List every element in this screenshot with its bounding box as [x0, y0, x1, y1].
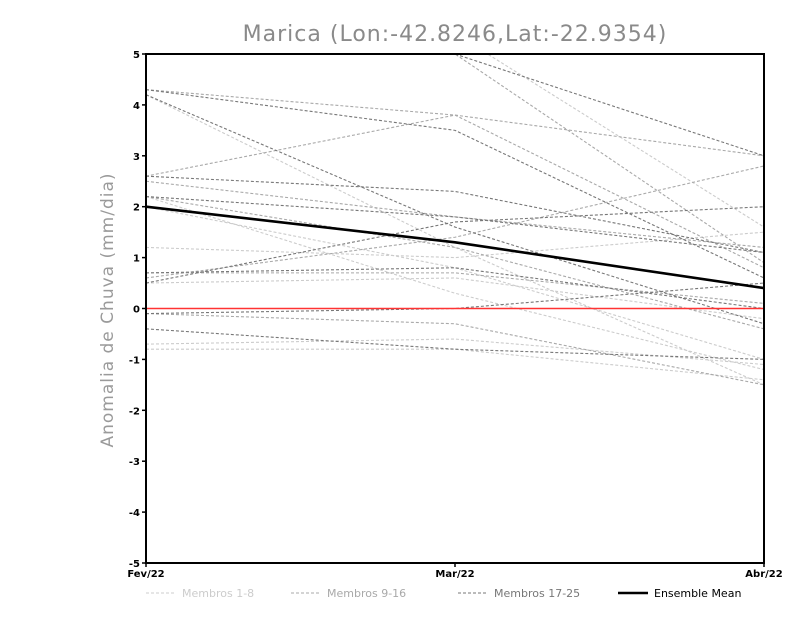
legend-label: Ensemble Mean	[654, 587, 741, 600]
ensemble-mean-line	[146, 205, 764, 290]
member-line-m22	[146, 267, 764, 310]
x-tick-label: Abr/22	[745, 569, 782, 580]
y-tick-label: -1	[129, 355, 140, 366]
member-line-m10	[146, 89, 764, 269]
member-line-m14	[438, 54, 764, 264]
x-tick-label: Mar/22	[435, 569, 474, 580]
y-tick-label: 3	[133, 152, 140, 163]
legend-item: Membros 17-25	[458, 587, 580, 600]
member-line-m8	[146, 338, 764, 366]
legend-item: Ensemble Mean	[618, 587, 741, 600]
y-tick-label: 2	[133, 203, 140, 214]
member-line-m21	[146, 328, 764, 360]
member-line-m1	[146, 94, 764, 386]
member-line-m16	[146, 195, 764, 330]
y-tick-label: -4	[129, 508, 140, 519]
y-tick-label: -2	[129, 406, 140, 417]
plot-area	[146, 54, 764, 386]
y-tick-label: -3	[129, 457, 140, 468]
x-tick-label: Fev/22	[127, 569, 164, 580]
y-tick-label: 0	[133, 305, 140, 316]
y-tick-label: 4	[133, 101, 140, 112]
legend: Membros 1-8 Membros 9-16 Membros 17-25 Ense…	[146, 587, 741, 600]
member-line-m9	[146, 114, 764, 177]
legend-label: Membros 9-16	[327, 587, 406, 600]
y-tick-label: 5	[133, 50, 140, 61]
legend-label: Membros 1-8	[182, 587, 254, 600]
legend-item: Membros 1-8	[146, 587, 254, 600]
member-line-m3	[146, 231, 764, 259]
member-line-m24	[446, 54, 764, 157]
member-line-m17	[146, 89, 764, 279]
chart-title: Marica (Lon:-42.8246,Lat:-22.9354)	[243, 22, 668, 47]
member-line-m12	[146, 165, 764, 279]
member-line-m4	[146, 348, 764, 381]
member-line-m19	[146, 94, 764, 325]
y-axis-label: Anomalia de Chuva (mm/dia)	[98, 172, 118, 447]
member-line-m11	[146, 180, 764, 248]
legend-label: Membros 17-25	[494, 587, 580, 600]
member-line-m25	[146, 195, 764, 254]
member-line-m2	[146, 195, 764, 371]
member-line-m7	[146, 206, 764, 360]
y-tick-label: 1	[133, 254, 140, 265]
member-line-m20	[146, 206, 764, 284]
y-tick-label: -5	[129, 559, 140, 570]
member-line-m6	[146, 277, 764, 320]
member-line-m23	[146, 282, 764, 315]
member-line-m15	[146, 272, 764, 304]
axes: -5 -4 -3 -2 -1 0 1 2 3 4 5 Fev/22 Mar/22 Abr/22	[127, 50, 782, 580]
legend-item: Membros 9-16	[291, 587, 406, 600]
